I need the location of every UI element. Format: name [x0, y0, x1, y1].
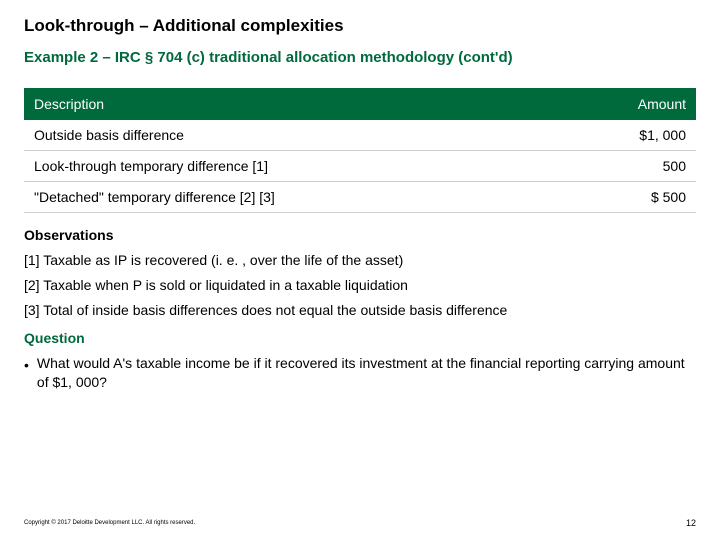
- table-header-row: Description Amount: [24, 88, 696, 120]
- col-header-amount: Amount: [576, 88, 696, 120]
- cell-amount: $1, 000: [576, 120, 696, 151]
- table-row: Look-through temporary difference [1] 50…: [24, 151, 696, 182]
- observation-item: [1] Taxable as IP is recovered (i. e. , …: [24, 251, 696, 270]
- table-row: Outside basis difference $1, 000: [24, 120, 696, 151]
- cell-description: "Detached" temporary difference [2] [3]: [24, 182, 576, 213]
- page-subtitle: Example 2 – IRC § 704 (c) traditional al…: [24, 48, 696, 68]
- cell-amount: 500: [576, 151, 696, 182]
- question-bullet: • What would A's taxable income be if it…: [24, 354, 696, 392]
- cell-description: Outside basis difference: [24, 120, 576, 151]
- page-number: 12: [686, 518, 696, 528]
- question-text: What would A's taxable income be if it r…: [37, 354, 696, 392]
- observations-heading: Observations: [24, 227, 696, 243]
- page-title: Look-through – Additional complexities: [24, 16, 696, 36]
- slide-content: Look-through – Additional complexities E…: [0, 0, 720, 392]
- allocation-table: Description Amount Outside basis differe…: [24, 88, 696, 213]
- table-row: "Detached" temporary difference [2] [3] …: [24, 182, 696, 213]
- observation-item: [3] Total of inside basis differences do…: [24, 301, 696, 320]
- col-header-description: Description: [24, 88, 576, 120]
- cell-description: Look-through temporary difference [1]: [24, 151, 576, 182]
- question-heading: Question: [24, 330, 696, 346]
- copyright-text: Copyright © 2017 Deloitte Development LL…: [24, 520, 195, 526]
- observation-item: [2] Taxable when P is sold or liquidated…: [24, 276, 696, 295]
- bullet-icon: •: [24, 356, 29, 375]
- cell-amount: $ 500: [576, 182, 696, 213]
